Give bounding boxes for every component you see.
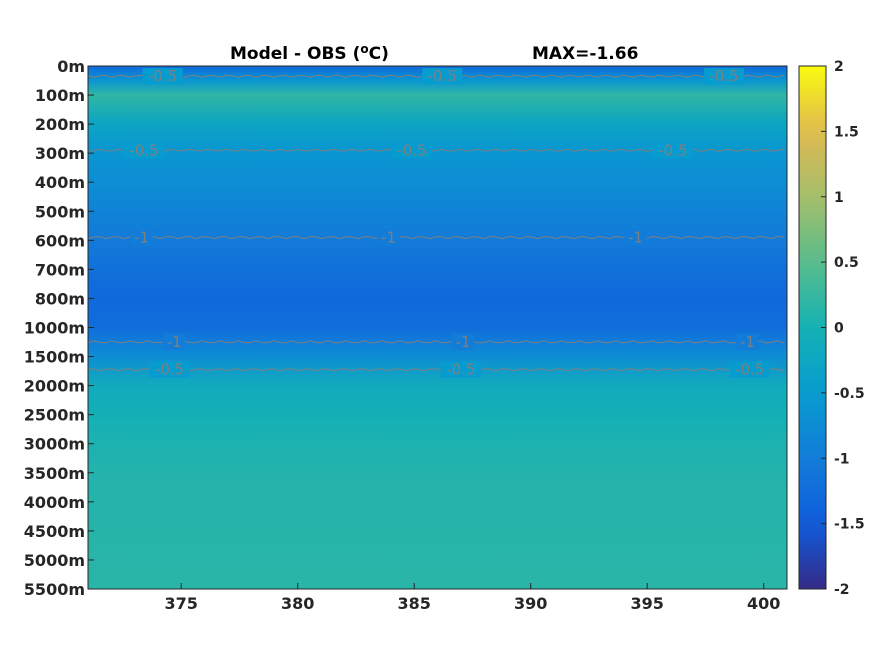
y-axis: 0m 100m 200m 300m 400m 500m 600m 700m 800m 1000m 1… (24, 57, 94, 599)
contour-label-background (704, 68, 745, 85)
y-tick-label: 800m (35, 289, 85, 308)
contour-label: -1 (740, 333, 755, 351)
y-tick-label: 1000m (24, 319, 85, 338)
colorbar-tick-label: 0.5 (834, 255, 859, 271)
chart-title: Model - OBS (oC) (230, 42, 389, 64)
contour-label: -0.5 (129, 141, 158, 159)
y-tick-label: 1500m (24, 348, 85, 367)
colorbar-tick-label: -0.5 (834, 386, 865, 402)
contour-label: -0.5 (709, 67, 738, 85)
contour-label-background (652, 142, 693, 159)
contour-label-background (729, 361, 770, 378)
contour-label-background (440, 361, 481, 378)
contour-label: -1 (456, 333, 471, 351)
y-tick-label: 3000m (24, 435, 85, 454)
y-tick-label: 600m (35, 231, 85, 250)
plot-area: -0.5 -0.5 -0.5 -0.5 -0.5 -0.5 -1 -1 -1 -1 -1 -1 -0.5… (87, 65, 788, 590)
y-tick-label: 300m (35, 144, 85, 163)
contour-label-background (149, 361, 190, 378)
colorbar: 2 1.5 1 0.5 0 -0.5 -1 -1.5 -2 (798, 59, 865, 598)
contour-label: -0.5 (155, 361, 184, 379)
x-tick-label: 400 (747, 594, 780, 613)
contour-label: -0.5 (658, 141, 687, 159)
x-axis: 375 380 385 390 395 400 (164, 583, 780, 613)
colorbar-tick-label: -1 (834, 451, 850, 467)
colorbar-tick-label: -1.5 (834, 517, 865, 533)
y-tick-label: 0m (57, 57, 85, 76)
y-tick-label: 5000m (24, 551, 85, 570)
y-tick-label: 500m (35, 202, 85, 221)
contour-label: -1 (167, 333, 182, 351)
y-tick-label: 5500m (24, 580, 85, 599)
contour-label-background (736, 334, 759, 350)
contour-label-background (391, 142, 432, 159)
x-tick-label: 390 (514, 594, 547, 613)
contour-label-background (377, 229, 400, 246)
contour-label-background (130, 229, 153, 246)
contour-label: -0.5 (148, 67, 177, 85)
y-tick-label: 200m (35, 115, 85, 134)
contour-label-background (163, 334, 186, 350)
colorbar-tick-label: 1 (834, 190, 844, 206)
contour-label: -1 (628, 228, 643, 246)
y-tick-label: 100m (35, 86, 85, 105)
contour-label-background (452, 334, 475, 350)
y-tick-label: 2500m (24, 406, 85, 425)
contour-label-background (624, 229, 647, 246)
y-tick-label: 700m (35, 260, 85, 279)
y-tick-label: 4500m (24, 522, 85, 541)
colorbar-tick-label: -2 (834, 582, 850, 598)
contour-label: -1 (381, 228, 396, 246)
contour-label: -1 (134, 228, 149, 246)
y-tick-label: 2000m (24, 377, 85, 396)
contour-label: -0.5 (397, 141, 426, 159)
colorbar-tick-label: 1.5 (834, 124, 859, 140)
colorbar-tick-label: 2 (834, 59, 844, 75)
y-tick-label: 400m (35, 173, 85, 192)
x-tick-label: 380 (281, 594, 314, 613)
contour-line (87, 340, 785, 344)
y-tick-label: 4000m (24, 493, 85, 512)
colorbar-tick-label: 0 (834, 321, 844, 337)
contour-label-background (422, 68, 463, 85)
contour-label: -0.5 (446, 361, 475, 379)
x-tick-label: 385 (397, 594, 430, 613)
contour-layer: -0.5 -0.5 -0.5 -0.5 -0.5 -0.5 -1 -1 -1 -1 -1 -1 -0.5… (87, 67, 785, 379)
contour-label-background (123, 142, 164, 159)
contour-label-background (142, 68, 183, 85)
contour-line (87, 368, 785, 372)
max-value-label: MAX=-1.66 (532, 44, 638, 64)
x-tick-label: 395 (630, 594, 663, 613)
y-tick-label: 3500m (24, 464, 85, 483)
contour-line (87, 235, 785, 240)
contour-label: -0.5 (428, 67, 457, 85)
x-tick-label: 375 (164, 594, 197, 613)
contour-label: -0.5 (735, 361, 764, 379)
